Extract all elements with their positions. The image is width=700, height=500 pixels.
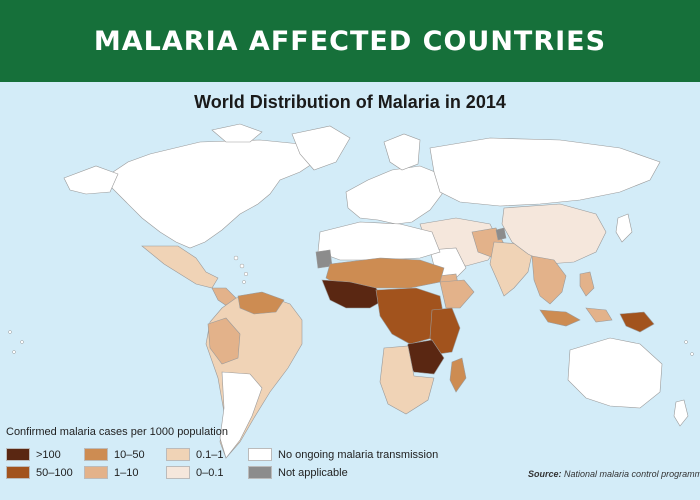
europe	[345, 165, 443, 225]
legend-item-50-100: 50–100	[6, 466, 73, 479]
venezuela-guianas	[237, 291, 285, 315]
southern-cone	[219, 371, 263, 459]
legend-label-0_1-1: 0.1–1	[196, 448, 224, 461]
scandinavia	[383, 133, 421, 171]
australia	[567, 337, 663, 409]
russia	[429, 137, 661, 207]
legend-swatch-gt100	[6, 448, 30, 461]
canadian-islands	[211, 123, 263, 143]
japan	[615, 213, 633, 243]
caribbean-islands	[233, 255, 249, 284]
legend-swatch-no-transmission	[248, 448, 272, 461]
mexico	[141, 245, 219, 289]
map-title: World Distribution of Malaria in 2014	[194, 92, 506, 112]
legend-label-0-0_1: 0–0.1	[196, 466, 224, 479]
header-banner: MALARIA AFFECTED COUNTRIES	[0, 0, 700, 82]
banner-title: MALARIA AFFECTED COUNTRIES	[93, 25, 607, 57]
legend-label-no-transmission: No ongoing malaria transmission	[278, 448, 439, 461]
legend-item-10-50: 10–50	[84, 448, 145, 461]
legend-item-1-10: 1–10	[84, 466, 138, 479]
southern-africa	[379, 345, 435, 415]
indonesia-east	[585, 307, 613, 323]
alaska	[63, 165, 119, 195]
legend-label-50-100: 50–100	[36, 466, 73, 479]
legend-item-gt100: >100	[6, 448, 61, 461]
legend-label-gt100: >100	[36, 448, 61, 461]
source-note: Source: National malaria control program…	[528, 469, 700, 479]
legend-swatch-0_1-1	[166, 448, 190, 461]
china	[501, 203, 607, 265]
new-zealand	[673, 399, 689, 427]
west-africa	[321, 279, 385, 309]
philippines	[579, 271, 595, 297]
legend-swatch-10-50	[84, 448, 108, 461]
east-africa	[429, 307, 461, 355]
source-text: National malaria control programme repo	[564, 469, 700, 479]
legend-item-0_1-1: 0.1–1	[166, 448, 224, 461]
pacific-islands	[8, 330, 694, 356]
legend-swatch-1-10	[84, 466, 108, 479]
legend: Confirmed malaria cases per 1000 populat…	[6, 426, 526, 496]
legend-label-1-10: 1–10	[114, 466, 139, 479]
horn-of-africa	[439, 279, 475, 309]
kashmir-na	[495, 227, 507, 241]
greenland	[291, 125, 351, 171]
legend-label-10-50: 10–50	[114, 448, 145, 461]
legend-item-no-transmission: No ongoing malaria transmission	[248, 448, 438, 461]
papua-new-guinea	[619, 311, 655, 333]
legend-title: Confirmed malaria cases per 1000 populat…	[6, 426, 228, 438]
legend-swatch-0-0_1	[166, 466, 190, 479]
southeast-asia	[531, 255, 567, 305]
legend-label-not-applicable: Not applicable	[278, 466, 348, 479]
legend-item-not-applicable: Not applicable	[248, 466, 348, 479]
indonesia-west	[539, 309, 581, 327]
legend-item-0-0_1: 0–0.1	[166, 466, 224, 479]
source-prefix: Source:	[528, 469, 562, 479]
legend-swatch-50-100	[6, 466, 30, 479]
peru-bolivia	[207, 317, 241, 365]
legend-swatch-not-applicable	[248, 466, 272, 479]
world-map	[0, 82, 700, 500]
madagascar	[449, 357, 467, 393]
